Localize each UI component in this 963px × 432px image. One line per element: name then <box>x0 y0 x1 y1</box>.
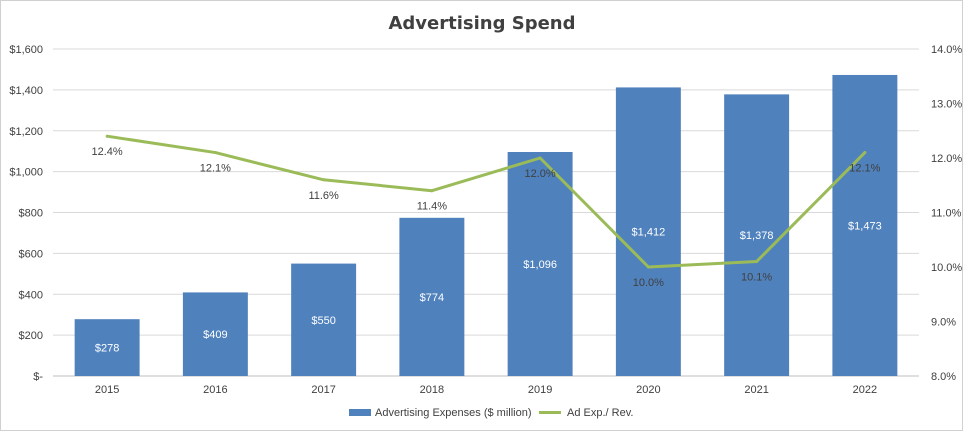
right-tick-label: 9.0% <box>931 317 956 329</box>
left-tick-label: $800 <box>19 208 43 220</box>
left-tick-label: $1,600 <box>9 44 43 56</box>
legend-label-bar: Advertising Expenses ($ million) <box>375 407 532 419</box>
right-tick-label: 8.0% <box>931 371 956 383</box>
x-tick-label: 2022 <box>853 384 877 396</box>
line-point <box>755 260 759 264</box>
bar <box>615 87 681 377</box>
bar-data-label: $278 <box>95 343 119 355</box>
left-tick-label: $1,000 <box>9 167 43 179</box>
line-data-label: 11.6% <box>308 190 339 202</box>
bar-data-label: $1,412 <box>632 227 666 239</box>
line-point <box>646 265 650 269</box>
x-axis: 2015 2016 2017 2018 2019 2020 2021 2022 <box>95 384 877 396</box>
bar-data-label: $1,378 <box>740 230 774 242</box>
legend-swatch-bar <box>349 409 371 416</box>
line-data-label: 12.1% <box>200 163 231 175</box>
legend-label-line: Ad Exp./ Rev. <box>567 407 633 419</box>
left-tick-label: $200 <box>19 330 43 342</box>
bar-series <box>74 74 898 377</box>
bar-data-label: $774 <box>420 292 444 304</box>
x-tick-label: 2021 <box>744 384 768 396</box>
left-axis: $- $200 $400 $600 $800 $1,000 $1,200 $1,400 $1,6… <box>9 44 43 383</box>
left-tick-label: $1,400 <box>9 85 43 97</box>
bar-data-label: $550 <box>311 315 335 327</box>
x-tick-label: 2019 <box>528 384 552 396</box>
bar-data-label: $1,096 <box>523 259 557 271</box>
line-data-label: 10.1% <box>741 272 772 284</box>
line-labels: 12.4% 12.1% 11.6% 11.4% 12.0% 10.0% 10.1% 12.1% <box>92 146 881 289</box>
bar-data-label: $1,473 <box>848 220 882 232</box>
left-tick-label: $- <box>33 371 43 383</box>
x-tick-label: 2017 <box>311 384 335 396</box>
line-point <box>538 156 542 160</box>
bar-labels: $278 $409 $550 $774 $1,096 $1,412 $1,378 $1,473 <box>95 220 882 354</box>
right-tick-label: 12.0% <box>931 153 962 165</box>
right-tick-label: 13.0% <box>931 99 962 111</box>
line-point <box>213 151 217 155</box>
x-tick-label: 2020 <box>636 384 660 396</box>
bar <box>74 319 140 376</box>
right-axis: 8.0% 9.0% 10.0% 11.0% 12.0% 13.0% 14.0% <box>931 44 962 383</box>
line-data-label: 10.0% <box>633 277 664 289</box>
left-tick-label: $400 <box>19 289 43 301</box>
bar <box>724 94 790 376</box>
line-data-label: 12.0% <box>525 168 556 180</box>
line-point <box>322 178 326 182</box>
chart-title: Advertising Spend <box>388 13 575 34</box>
right-tick-label: 14.0% <box>931 44 962 56</box>
line-data-label: 12.4% <box>92 146 123 158</box>
bar <box>832 74 898 376</box>
right-tick-label: 11.0% <box>931 208 962 220</box>
x-tick-label: 2018 <box>420 384 444 396</box>
line-series <box>105 134 867 269</box>
line-point <box>863 151 867 155</box>
line-path <box>106 134 866 269</box>
line-data-label: 12.1% <box>849 163 880 175</box>
legend: Advertising Expenses ($ million) Ad Exp.… <box>349 407 633 419</box>
line-data-label: 11.4% <box>417 201 448 213</box>
bar-data-label: $409 <box>203 329 227 341</box>
bar <box>291 263 357 376</box>
x-tick-label: 2016 <box>203 384 227 396</box>
bar <box>507 152 573 376</box>
bar <box>182 292 248 376</box>
left-tick-label: $1,200 <box>9 126 43 138</box>
x-tick-label: 2015 <box>95 384 119 396</box>
left-tick-label: $600 <box>19 248 43 260</box>
right-tick-label: 10.0% <box>931 262 962 274</box>
line-point <box>105 134 109 138</box>
bar <box>399 217 465 376</box>
line-point <box>430 189 434 193</box>
